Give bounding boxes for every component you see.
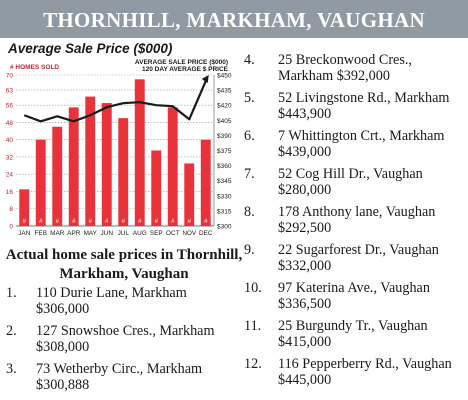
bar-marker: # — [39, 219, 43, 225]
bar-jan — [19, 189, 30, 226]
chart-heading: Actual home sale prices in Thornhill, Ma… — [5, 247, 243, 282]
y-left-tick-label: 8 — [9, 206, 13, 213]
listing-text: 97 Katerina Ave., Vaughan $336,500 — [278, 280, 430, 312]
bar-marker: # — [89, 219, 93, 225]
y-left-tick-label: 70 — [6, 73, 14, 80]
y-left-tick-label: 24 — [6, 172, 14, 179]
x-tick-label: FEB — [35, 230, 47, 237]
bar-aug — [134, 79, 145, 226]
y-right-tick-label: $375 — [217, 148, 232, 155]
listing-text: 25 Breckonwood Cres., Markham $392,000 — [278, 52, 412, 84]
bar-apr — [68, 107, 79, 226]
listing-text: 127 Snowshoe Cres., Markham $308,000 — [36, 323, 215, 355]
y-right-tick-label: $315 — [217, 208, 232, 215]
y-left-tick-label: 56 — [6, 103, 14, 110]
x-tick-label: DEC — [199, 230, 213, 237]
banner-title: THORNHILL, MARKHAM, VAUGHAN — [0, 0, 468, 38]
listing-number: 1. — [6, 285, 17, 301]
bar-mar — [52, 126, 63, 226]
listing-number: 5. — [244, 90, 255, 106]
bar-oct — [167, 107, 178, 226]
listing-text: 116 Pepperberry Rd., Vaughan $445,000 — [278, 356, 452, 388]
bar-jul — [118, 118, 129, 226]
bar-marker: # — [23, 219, 27, 225]
listing-text: 52 Livingstone Rd., Markham $443,900 — [278, 90, 450, 122]
x-tick-label: AUG — [133, 230, 147, 237]
bar-marker: # — [171, 219, 175, 225]
y-right-tick-label: $390 — [217, 133, 232, 140]
y-left-tick-label: 16 — [6, 189, 14, 196]
x-tick-label: APR — [67, 230, 81, 237]
listing-text: 25 Burgundy Tr., Vaughan $415,000 — [278, 318, 428, 350]
listing-text: 52 Cog Hill Dr., Vaughan $280,000 — [278, 166, 423, 198]
bar-marker: # — [155, 219, 159, 225]
legend-120-day: 120 DAY AVERAGE $ PRICE — [142, 66, 229, 73]
listing-number: 12. — [244, 356, 262, 372]
y-left-tick-label: 0 — [9, 224, 13, 231]
y-left-tick-label: 63 — [6, 88, 14, 95]
legend-average-price: AVERAGE SALE PRICE ($000) — [135, 59, 228, 66]
listing-text: 22 Sugarforest Dr., Vaughan $332,000 — [278, 242, 439, 274]
y-right-tick-label: $405 — [217, 118, 232, 125]
listing-text: 7 Whittington Crt., Markham $439,000 — [278, 128, 445, 160]
y-right-tick-label: $420 — [217, 103, 232, 110]
legend-homes-sold: # HOMES SOLD — [10, 64, 59, 71]
x-tick-label: SEP — [150, 230, 163, 237]
bar-nov — [184, 163, 195, 226]
listing-number: 7. — [244, 166, 255, 182]
listing-number: 3. — [6, 361, 17, 377]
y-right-tick-label: $435 — [217, 88, 232, 95]
y-left-tick-label: 40 — [6, 137, 14, 144]
bar-marker: # — [138, 219, 142, 225]
bar-marker: # — [105, 219, 109, 225]
bar-jun — [101, 103, 112, 226]
listing-number: 8. — [244, 204, 255, 220]
bar-marker: # — [56, 219, 60, 225]
x-tick-label: MAY — [84, 230, 98, 237]
listing-number: 4. — [244, 52, 255, 68]
listing-text: 73 Wetherby Circ., Markham $300,888 — [36, 361, 203, 393]
y-left-tick-label: 48 — [6, 120, 14, 127]
x-tick-label: JUL — [118, 230, 130, 237]
chart-title: Average Sale Price ($000) — [8, 41, 173, 56]
x-tick-label: JAN — [18, 230, 30, 237]
listing-number: 11. — [244, 318, 262, 334]
price-line — [23, 80, 207, 123]
bar-may — [85, 96, 96, 226]
bar-sep — [151, 150, 162, 226]
listing-number: 2. — [6, 323, 17, 339]
bar-marker: # — [204, 219, 208, 225]
bar-marker: # — [72, 219, 76, 225]
x-tick-label: MAR — [50, 230, 65, 237]
y-left-tick-label: 32 — [6, 154, 14, 161]
x-tick-label: JUN — [101, 230, 114, 237]
y-right-tick-label: $360 — [217, 163, 232, 170]
x-tick-label: OCT — [166, 230, 180, 237]
listing-text: 178 Anthony lane, Vaughan $292,500 — [278, 204, 436, 236]
x-tick-label: NOV — [182, 230, 197, 237]
listing-text: 110 Durie Lane, Markham $306,000 — [36, 285, 187, 317]
y-right-tick-label: $345 — [217, 178, 232, 185]
listing-number: 10. — [244, 280, 262, 296]
y-right-tick-label: $330 — [217, 193, 232, 200]
y-right-tick-label: $300 — [217, 224, 232, 231]
listing-number: 6. — [244, 128, 255, 144]
bar-marker: # — [188, 219, 192, 225]
listing-number: 9. — [244, 242, 255, 258]
bar-marker: # — [122, 219, 126, 225]
bar-feb — [35, 139, 46, 226]
y-right-tick-label: $450 — [217, 73, 232, 80]
bar-dec — [200, 139, 211, 226]
sales-chart: 0 8 16 24 32 40 48 56 63 70 $300 $315 $330 $345 $360 $3… — [6, 59, 232, 237]
price-line-arrow — [201, 75, 209, 84]
